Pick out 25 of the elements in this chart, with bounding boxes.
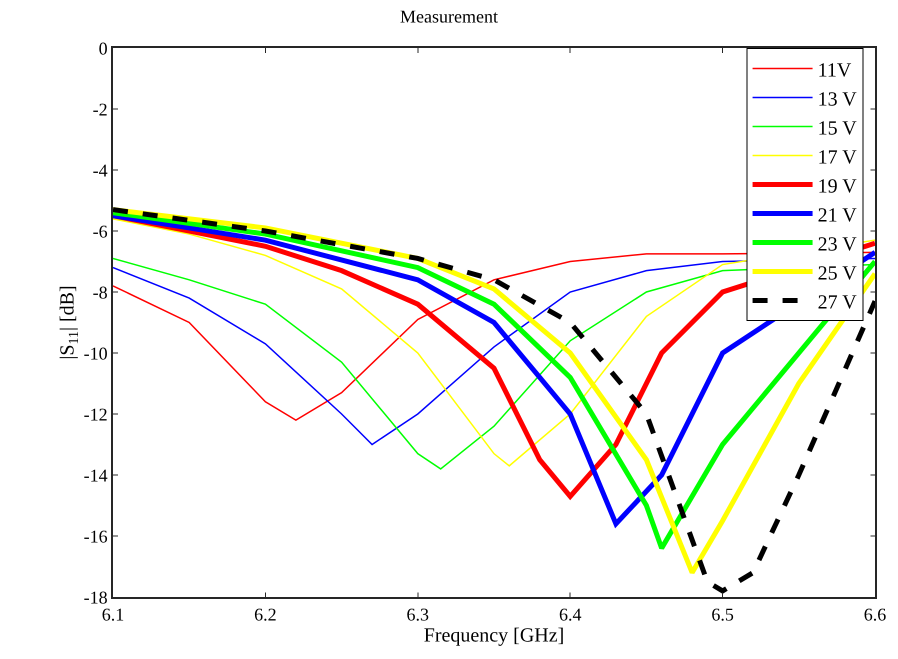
x-tick-label: 6.6 xyxy=(864,604,886,624)
x-tick-label: 6.3 xyxy=(406,604,430,624)
legend-label: 15 V xyxy=(818,117,858,140)
legend-label: 11V xyxy=(818,59,852,82)
legend-label: 17 V xyxy=(818,146,858,168)
chart-title: Measurement xyxy=(400,6,498,26)
legend-label: 25 V xyxy=(818,262,858,284)
x-axis-title: Frequency [GHz] xyxy=(424,624,564,646)
y-tick-label: -6 xyxy=(92,221,108,242)
legend-label: 19 V xyxy=(818,175,858,198)
y-tick-label: -8 xyxy=(92,282,108,302)
y-tick-label: -14 xyxy=(84,465,108,486)
y-tick-label: -12 xyxy=(84,404,108,424)
y-tick-label: 0 xyxy=(98,38,108,58)
x-tick-label: 6.4 xyxy=(558,604,582,624)
legend-label: 27 V xyxy=(818,291,858,314)
y-tick-label: -4 xyxy=(92,160,108,180)
legend-label: 13 V xyxy=(818,88,858,110)
x-tick-label: 6.2 xyxy=(254,604,277,624)
y-tick-label: -10 xyxy=(84,343,108,364)
x-tick-label: 6.5 xyxy=(711,604,734,624)
y-tick-label: -16 xyxy=(84,526,108,546)
y-tick-label: -2 xyxy=(92,99,108,120)
legend-label: 21 V xyxy=(818,204,858,226)
legend-label: 23 V xyxy=(818,233,858,256)
